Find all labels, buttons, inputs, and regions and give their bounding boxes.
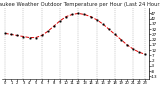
Title: Milwaukee Weather Outdoor Temperature per Hour (Last 24 Hours): Milwaukee Weather Outdoor Temperature pe… bbox=[0, 2, 160, 7]
